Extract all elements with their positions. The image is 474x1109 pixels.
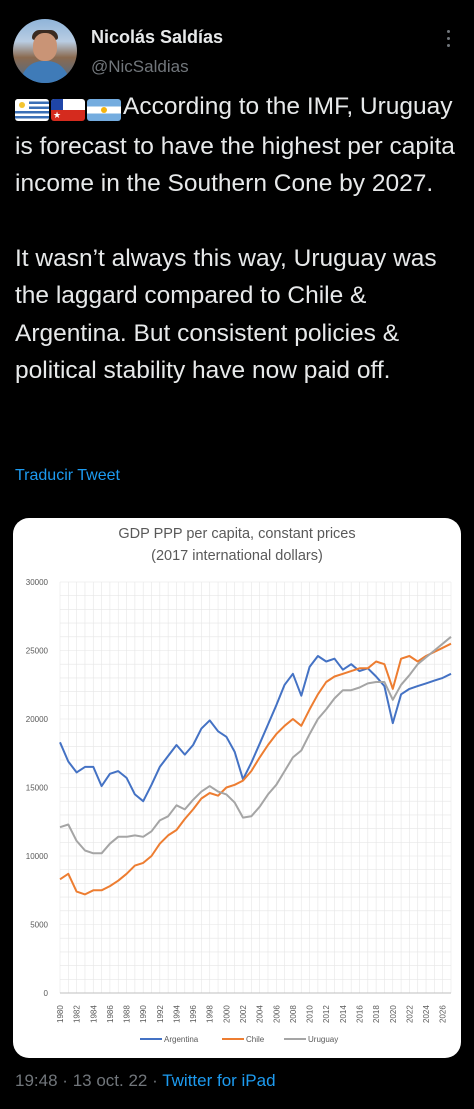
x-tick-label: 2016 bbox=[355, 1005, 364, 1023]
x-tick-label: 1988 bbox=[123, 1005, 132, 1023]
x-tick-label: 1994 bbox=[172, 1005, 181, 1023]
y-tick-label: 5000 bbox=[30, 921, 48, 930]
tweet-paragraph-2: It wasn’t always this way, Uruguay was t… bbox=[15, 244, 437, 385]
y-tick-label: 30000 bbox=[26, 578, 49, 587]
x-tick-label: 1996 bbox=[189, 1005, 198, 1023]
x-tick-label: 1982 bbox=[73, 1005, 82, 1023]
tweet-meta: 19:48 · 13 oct. 22 · Twitter for iPad bbox=[15, 1071, 276, 1091]
translate-tweet-link[interactable]: Traducir Tweet bbox=[15, 467, 120, 484]
y-tick-label: 0 bbox=[44, 989, 49, 998]
x-tick-label: 1990 bbox=[139, 1005, 148, 1023]
chart-grid bbox=[59, 581, 452, 994]
tweet-header: Nicolás Saldías @NicSaldias bbox=[0, 0, 474, 92]
x-tick-label: 1998 bbox=[206, 1005, 215, 1023]
tweet-paragraph-1: According to the IMF, Uruguay is forecas… bbox=[15, 93, 455, 197]
chile-flag-icon bbox=[51, 98, 85, 121]
avatar-body bbox=[21, 61, 69, 83]
tweet-text: According to the IMF, Uruguay is forecas… bbox=[15, 88, 465, 390]
series-line-argentina bbox=[59, 655, 452, 803]
x-tick-label: 2010 bbox=[306, 1005, 315, 1023]
meta-separator-1: · bbox=[62, 1071, 68, 1090]
argentina-flag-icon bbox=[87, 98, 121, 121]
x-tick-label: 2026 bbox=[439, 1005, 448, 1023]
y-tick-label: 25000 bbox=[26, 647, 49, 656]
x-tick-label: 2000 bbox=[222, 1005, 231, 1023]
legend-label-chile: Chile bbox=[246, 1035, 265, 1044]
x-tick-label: 1992 bbox=[156, 1005, 165, 1023]
x-tick-label: 1984 bbox=[89, 1005, 98, 1023]
tweet-image-chart[interactable]: GDP PPP per capita, constant prices (201… bbox=[13, 518, 461, 1058]
x-tick-label: 2008 bbox=[289, 1005, 298, 1023]
x-tick-label: 2022 bbox=[405, 1005, 414, 1023]
tweet-time[interactable]: 19:48 bbox=[15, 1071, 58, 1090]
x-tick-label: 2006 bbox=[272, 1005, 281, 1023]
tweet-source-link[interactable]: Twitter for iPad bbox=[162, 1071, 276, 1090]
chart-title-line-1: GDP PPP per capita, constant prices bbox=[118, 526, 355, 542]
avatar-face bbox=[33, 33, 57, 61]
flag-emojis bbox=[15, 90, 123, 128]
x-tick-label: 2020 bbox=[389, 1005, 398, 1023]
x-tick-label: 1980 bbox=[56, 1005, 65, 1023]
series-line-uruguay bbox=[59, 636, 452, 855]
chart-series bbox=[59, 636, 452, 896]
x-tick-label: 1986 bbox=[106, 1005, 115, 1023]
author-handle[interactable]: @NicSaldias bbox=[91, 57, 189, 76]
uruguay-flag-icon bbox=[15, 98, 49, 121]
x-tick-label: 2002 bbox=[239, 1005, 248, 1023]
x-tick-label: 2014 bbox=[339, 1005, 348, 1023]
series-line-chile bbox=[59, 642, 452, 896]
avatar[interactable] bbox=[13, 19, 77, 83]
chart-legend: Argentina Chile Uruguay bbox=[140, 1035, 338, 1044]
legend-label-uruguay: Uruguay bbox=[308, 1035, 338, 1044]
meta-separator-2: · bbox=[152, 1071, 158, 1090]
author-name[interactable]: Nicolás Saldías bbox=[91, 27, 224, 47]
gdp-chart: GDP PPP per capita, constant prices (201… bbox=[26, 526, 452, 1044]
more-options-icon[interactable] bbox=[445, 30, 451, 52]
legend-label-argentina: Argentina bbox=[164, 1035, 199, 1044]
tweet-date[interactable]: 13 oct. 22 bbox=[72, 1071, 148, 1090]
x-tick-label: 2004 bbox=[256, 1005, 265, 1023]
x-tick-label: 2018 bbox=[372, 1005, 381, 1023]
y-tick-label: 20000 bbox=[26, 715, 49, 724]
x-axis-ticks: 1980 1982 1984 1986 1988 1990 1992 1994 1996 1998… bbox=[56, 1005, 448, 1023]
x-tick-label: 2024 bbox=[422, 1005, 431, 1023]
y-tick-label: 10000 bbox=[26, 852, 49, 861]
y-tick-label: 15000 bbox=[26, 784, 49, 793]
chart-title-line-2: (2017 international dollars) bbox=[151, 548, 323, 564]
y-axis-ticks: 0 5000 10000 15000 20000 25000 30000 bbox=[26, 578, 49, 998]
x-tick-label: 2012 bbox=[322, 1005, 331, 1023]
